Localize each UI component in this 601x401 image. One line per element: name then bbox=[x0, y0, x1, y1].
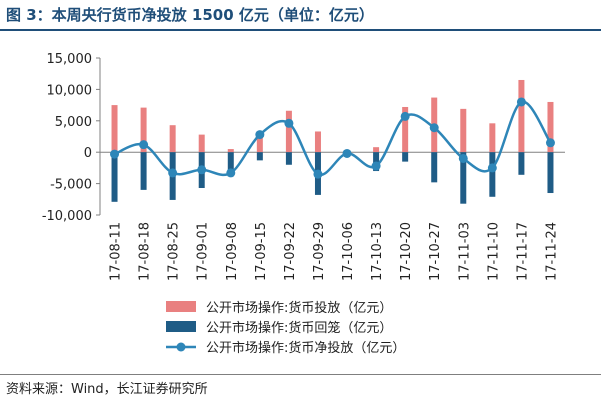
withdrawal-bar bbox=[285, 152, 292, 165]
net-injection-point bbox=[284, 118, 294, 128]
net-injection-point bbox=[197, 165, 207, 175]
x-tick-label: 17-09-15 bbox=[254, 222, 269, 281]
withdrawal-bar bbox=[256, 152, 263, 161]
legend-swatch bbox=[166, 301, 196, 312]
x-tick-label: 17-10-13 bbox=[370, 222, 385, 281]
injection-bar bbox=[489, 123, 496, 153]
net-injection-point bbox=[429, 123, 439, 133]
net-injection-point bbox=[487, 163, 497, 173]
x-tick-label: 17-09-22 bbox=[283, 222, 298, 281]
x-axis-labels: 17-08-11 17-08-18 17-08-25 17-09-01 17-09-08… bbox=[109, 222, 560, 281]
withdrawal-bar bbox=[140, 152, 147, 190]
withdrawal-bar bbox=[547, 152, 554, 194]
legend-label: 公开市场操作:货币净投放（亿元） bbox=[206, 340, 405, 356]
chart-title: 图 3：本周央行货币净投放 1500 亿元（单位：亿元） bbox=[6, 6, 374, 24]
legend: 公开市场操作:货币投放（亿元） 公开市场操作:货币回笼（亿元） 公开市场操作:货币净… bbox=[166, 300, 405, 356]
net-injection-point bbox=[110, 149, 120, 159]
x-tick-label: 17-11-24 bbox=[544, 222, 559, 281]
net-injection-point bbox=[313, 169, 323, 179]
legend-swatch bbox=[166, 321, 196, 332]
injection-bar bbox=[111, 105, 118, 153]
injection-bar bbox=[314, 131, 321, 153]
net-injection-point bbox=[516, 97, 526, 107]
net-injection-point bbox=[545, 138, 555, 148]
net-injection-point bbox=[342, 148, 352, 158]
x-tick-label: 17-11-03 bbox=[457, 222, 472, 281]
net-injection-point bbox=[400, 111, 410, 121]
x-tick-label: 17-08-11 bbox=[109, 222, 124, 281]
y-tick-label: -10,000 bbox=[42, 209, 92, 224]
injection-bar bbox=[140, 107, 147, 153]
x-tick-label: 17-09-08 bbox=[225, 222, 240, 281]
y-tick-label: 15,000 bbox=[47, 52, 93, 67]
x-tick-label: 17-10-06 bbox=[341, 222, 356, 281]
x-tick-label: 17-09-29 bbox=[312, 222, 327, 281]
withdrawal-bar bbox=[460, 152, 467, 204]
injection-bar bbox=[256, 131, 263, 153]
withdrawal-bar bbox=[111, 152, 118, 202]
injection-bar bbox=[198, 134, 205, 153]
injection-bar bbox=[285, 110, 292, 153]
title-divider bbox=[0, 29, 601, 31]
injection-bar bbox=[169, 125, 176, 153]
net-injection-point bbox=[371, 161, 381, 171]
net-injection-point bbox=[226, 168, 236, 178]
net-injection-point bbox=[139, 140, 149, 150]
withdrawal-bar bbox=[402, 152, 409, 162]
source-divider bbox=[0, 374, 601, 375]
y-tick-label: 10,000 bbox=[47, 83, 93, 98]
x-tick-label: 17-11-17 bbox=[515, 222, 530, 281]
net-line-group bbox=[110, 97, 555, 179]
withdrawal-bar bbox=[518, 152, 525, 175]
x-tick-label: 17-11-10 bbox=[486, 222, 501, 281]
net-injection-point bbox=[168, 168, 178, 178]
x-tick-label: 17-10-20 bbox=[399, 222, 414, 281]
injection-bar bbox=[460, 108, 467, 153]
net-injection-point bbox=[458, 153, 468, 163]
x-tick-label: 17-08-25 bbox=[167, 222, 182, 281]
y-tick-label: -5,000 bbox=[50, 178, 92, 193]
source-note: 资料来源：Wind，长江证券研究所 bbox=[6, 382, 208, 397]
net-injection-line bbox=[114, 100, 552, 177]
net-injection-point bbox=[255, 130, 265, 140]
injection-bar bbox=[402, 106, 409, 153]
legend-label: 公开市场操作:货币回笼（亿元） bbox=[206, 320, 392, 336]
x-tick-label: 17-08-18 bbox=[138, 222, 153, 281]
injection-bar bbox=[547, 101, 554, 153]
legend-label: 公开市场操作:货币投放（亿元） bbox=[206, 300, 392, 316]
injection-bar bbox=[373, 147, 380, 153]
withdrawal-bar bbox=[489, 152, 496, 197]
withdrawal-bar bbox=[431, 152, 438, 183]
y-tick-label: 5,000 bbox=[55, 115, 92, 130]
injection-bar bbox=[227, 149, 234, 153]
legend-marker bbox=[176, 342, 186, 352]
x-tick-label: 17-09-01 bbox=[196, 222, 211, 281]
withdrawal-bar bbox=[227, 152, 234, 177]
x-tick-label: 17-10-27 bbox=[428, 222, 443, 281]
injection-bar bbox=[518, 79, 525, 153]
y-tick-label: 0 bbox=[84, 146, 92, 161]
y-axis: 15,000 10,000 5,000 0 -5,000 -10,000 bbox=[42, 52, 565, 224]
bars-group bbox=[111, 79, 554, 204]
